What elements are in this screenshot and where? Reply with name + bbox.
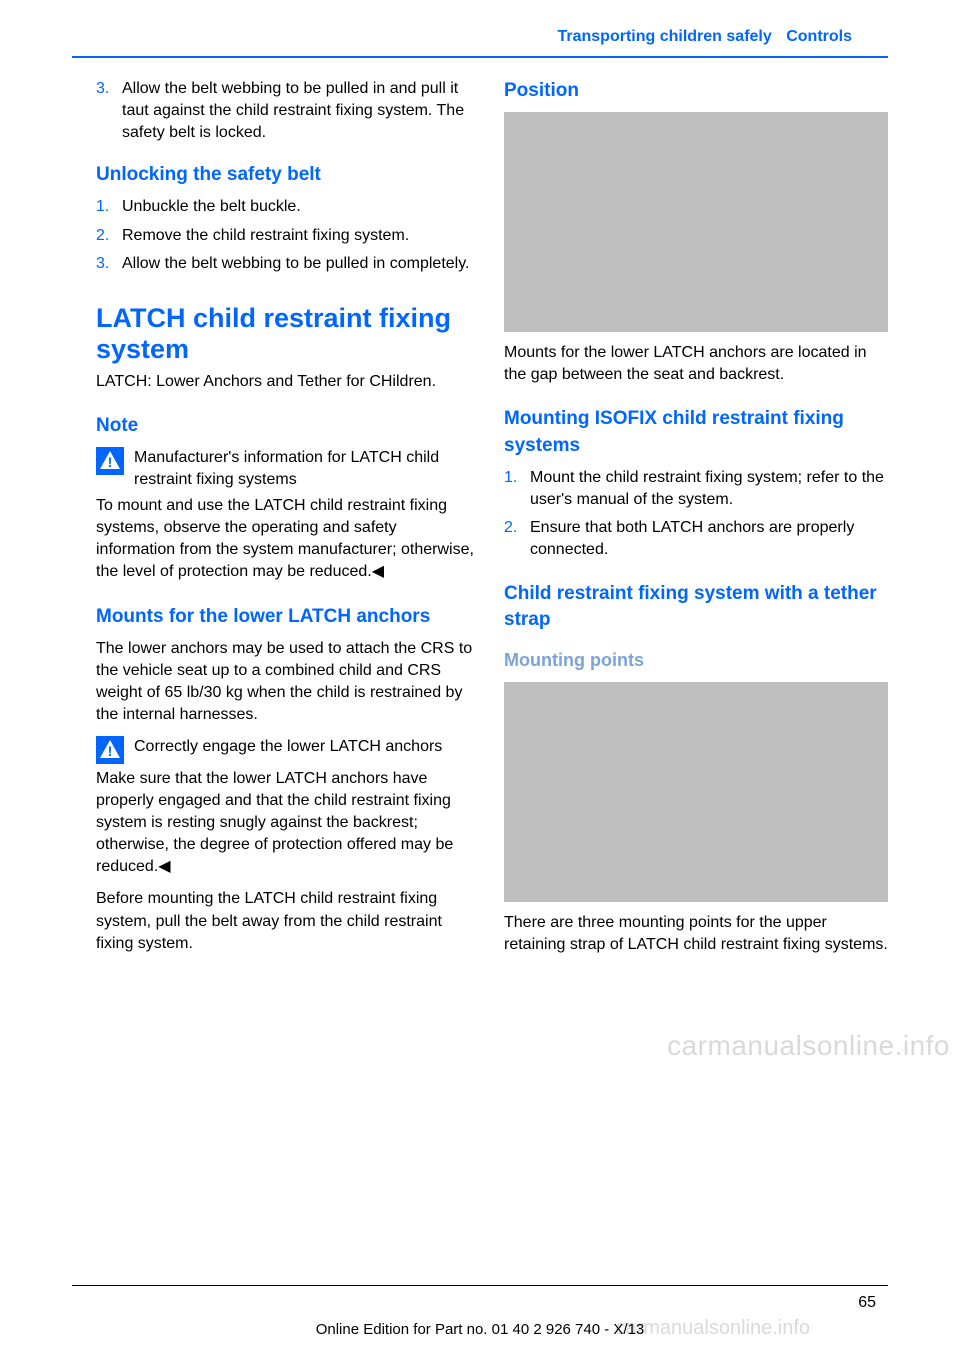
heading-isofix: Mounting ISOFIX child restraint fixing s… (504, 406, 888, 458)
paragraph: LATCH: Lower Anchors and Tether for CHil… (96, 371, 480, 393)
paragraph: To mount and use the LATCH child restrai… (96, 495, 480, 583)
figure-seat-anchors (504, 112, 888, 332)
paragraph: Before mounting the LATCH child restrain… (96, 888, 480, 954)
list-text: Unbuckle the belt buckle. (122, 196, 480, 218)
list-item: 2. Ensure that both LATCH anchors are pr… (504, 517, 888, 561)
heading-mounting-points: Mounting points (504, 648, 888, 673)
paragraph: The lower anchors may be used to attach … (96, 638, 480, 726)
content: 3. Allow the belt webbing to be pulled i… (0, 58, 960, 967)
paragraph: Make sure that the lower LATCH anchors h… (96, 768, 480, 878)
header-chapter: Controls (786, 28, 852, 45)
right-column: Position Mounts for the lower LATCH anch… (504, 78, 888, 967)
list-number: 2. (96, 225, 122, 247)
svg-text:!: ! (108, 743, 113, 759)
page-header: Transporting children safely Controls (0, 0, 960, 46)
watermark: carmanualsonline.info (667, 1030, 950, 1062)
list-item: 1. Unbuckle the belt buckle. (96, 196, 480, 218)
note-head: Manufacturer's information for LATCH chi… (134, 447, 480, 491)
paragraph: Mounts for the lower LATCH anchors are l… (504, 342, 888, 386)
figure-mounting-points (504, 682, 888, 902)
list-text: Remove the child restraint fixing system… (122, 225, 480, 247)
heading-position: Position (504, 78, 888, 104)
footer-rule (72, 1285, 888, 1286)
warning-icon: ! (96, 447, 124, 475)
left-column: 3. Allow the belt webbing to be pulled i… (96, 78, 480, 967)
list-item: 3. Allow the belt webbing to be pulled i… (96, 78, 480, 144)
paragraph: There are three mounting points for the … (504, 912, 888, 956)
note-block: ! Correctly engage the lower LATCH ancho… (96, 736, 480, 764)
list-item: 3. Allow the belt webbing to be pulled i… (96, 253, 480, 275)
heading-mounts: Mounts for the lower LATCH anchors (96, 604, 480, 630)
list-number: 1. (96, 196, 122, 218)
list-item: 2. Remove the child restraint fixing sys… (96, 225, 480, 247)
list-number: 2. (504, 517, 530, 561)
note-head: Correctly engage the lower LATCH anchors (134, 736, 442, 758)
heading-tether: Child restraint fixing system with a tet… (504, 581, 888, 633)
list-number: 1. (504, 467, 530, 511)
list-text: Ensure that both LATCH anchors are prope… (530, 517, 888, 561)
heading-latch: LATCH child restraint fixing system (96, 303, 480, 365)
note-block: ! Manufacturer's information for LATCH c… (96, 447, 480, 491)
list-text: Allow the belt webbing to be pulled in a… (122, 78, 480, 144)
list-text: Mount the child restraint fixing system;… (530, 467, 888, 511)
svg-text:!: ! (108, 454, 113, 470)
header-section: Transporting children safely (557, 28, 771, 45)
list-item: 1. Mount the child restraint fixing syst… (504, 467, 888, 511)
page-number: 65 (858, 1294, 876, 1312)
list-number: 3. (96, 253, 122, 275)
list-number: 3. (96, 78, 122, 144)
warning-icon: ! (96, 736, 124, 764)
heading-note: Note (96, 413, 480, 439)
footer-line: Online Edition for Part no. 01 40 2 926 … (0, 1321, 960, 1338)
list-text: Allow the belt webbing to be pulled in c… (122, 253, 480, 275)
heading-unlocking: Unlocking the safety belt (96, 162, 480, 188)
